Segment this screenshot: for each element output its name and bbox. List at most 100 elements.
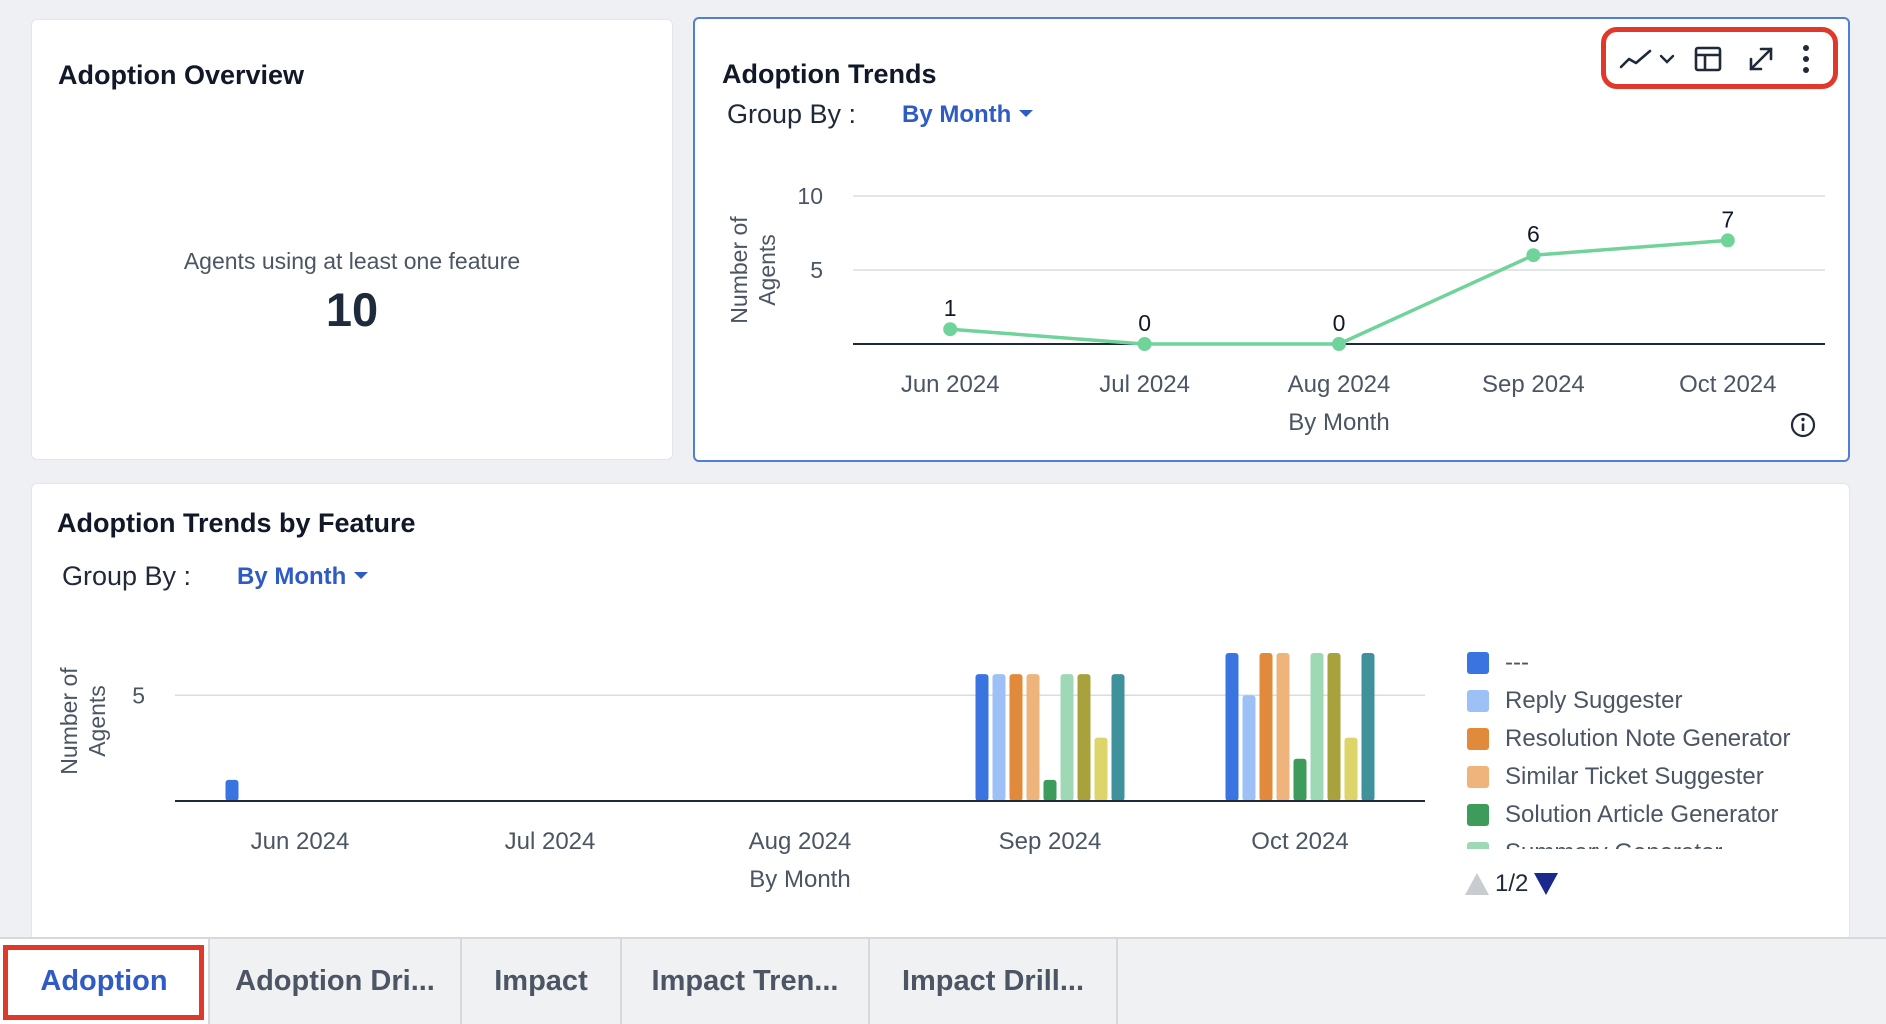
legend-swatch bbox=[1467, 842, 1489, 849]
y-axis-label: Number ofAgents bbox=[56, 667, 110, 775]
tab-impact-tren[interactable]: Impact Tren... bbox=[622, 939, 870, 1024]
adoption-trends-by-feature-bar-chart: 5 Number ofAgents Jun 2024 Jul 2024 Aug 2024… bbox=[56, 653, 1425, 893]
kebab-menu-icon[interactable] bbox=[1796, 42, 1816, 76]
bar[interactable] bbox=[992, 674, 1006, 801]
tab-label: Impact bbox=[494, 965, 588, 997]
data-label: 0 bbox=[1138, 310, 1151, 336]
legend-label: Summary Generator bbox=[1505, 839, 1722, 849]
x-tick-label: Oct 2024 bbox=[1679, 371, 1776, 398]
feature-group-by-value: By Month bbox=[237, 563, 347, 590]
expand-icon[interactable] bbox=[1744, 42, 1778, 76]
tab-adoption[interactable]: Adoption bbox=[0, 939, 210, 1024]
table-icon[interactable] bbox=[1692, 42, 1724, 76]
adoption-trends-title: Adoption Trends bbox=[722, 59, 937, 89]
bar[interactable] bbox=[1361, 653, 1375, 801]
legend-item[interactable]: Solution Article Generator bbox=[1467, 796, 1847, 834]
data-point[interactable] bbox=[943, 322, 958, 337]
x-axis-label: By Month bbox=[749, 866, 850, 893]
tab-label: Impact Drill... bbox=[901, 965, 1085, 997]
legend-item[interactable]: --- bbox=[1467, 644, 1847, 682]
tab-label: Adoption bbox=[40, 965, 168, 997]
bar[interactable] bbox=[1077, 674, 1091, 801]
tab-impact-drill[interactable]: Impact Drill... bbox=[870, 939, 1118, 1024]
bar[interactable] bbox=[1094, 737, 1108, 801]
adoption-overview-title: Adoption Overview bbox=[58, 60, 305, 90]
x-tick-label: Aug 2024 bbox=[749, 828, 852, 855]
x-tick-label: Jun 2024 bbox=[901, 371, 1000, 398]
adoption-overview-card: Adoption Overview Agents using at least … bbox=[31, 19, 673, 460]
info-icon[interactable] bbox=[1789, 411, 1817, 439]
report-tab-bar: Adoption Adoption Dri... Impact Impact Tren… bbox=[0, 937, 1886, 1024]
legend-item[interactable]: Resolution Note Generator bbox=[1467, 720, 1847, 758]
adoption-trends-by-feature-title: Adoption Trends by Feature bbox=[57, 508, 416, 538]
x-tick-label: Jun 2024 bbox=[251, 828, 350, 855]
x-tick-label: Oct 2024 bbox=[1251, 828, 1348, 855]
legend-next-icon[interactable] bbox=[1534, 873, 1559, 895]
x-tick-label: Sep 2024 bbox=[1482, 371, 1585, 398]
tab-label: Impact Tren... bbox=[651, 965, 839, 997]
chart-toolbar bbox=[1601, 27, 1838, 89]
legend-item[interactable]: Summary Generator bbox=[1467, 834, 1847, 849]
bar[interactable] bbox=[975, 674, 989, 801]
adoption-trends-line-chart: 5 10 Number ofAgents 1 Jun 2024 0 Jul 2024 0 Aug… bbox=[726, 183, 1825, 436]
bar[interactable] bbox=[1111, 674, 1125, 801]
y-axis-label: Number ofAgents bbox=[726, 216, 780, 324]
legend-prev-icon[interactable] bbox=[1465, 873, 1489, 895]
feature-group-by-label: Group By : bbox=[62, 561, 192, 591]
legend-label: Similar Ticket Suggester bbox=[1505, 763, 1764, 790]
bar[interactable] bbox=[1009, 674, 1023, 801]
x-tick-label: Aug 2024 bbox=[1288, 371, 1391, 398]
bar[interactable] bbox=[1344, 737, 1358, 801]
data-point[interactable] bbox=[1332, 337, 1346, 351]
bar[interactable] bbox=[1043, 779, 1057, 801]
group-by-label: Group By : bbox=[727, 99, 857, 129]
data-label: 1 bbox=[944, 295, 957, 321]
legend-label: --- bbox=[1505, 649, 1529, 676]
feature-group-by-dropdown[interactable]: By Month bbox=[237, 563, 369, 591]
legend-swatch bbox=[1467, 804, 1489, 826]
bar[interactable] bbox=[1225, 653, 1239, 801]
line-chart-icon[interactable] bbox=[1618, 42, 1654, 76]
bar[interactable] bbox=[1293, 758, 1307, 801]
data-point[interactable] bbox=[1720, 233, 1735, 248]
legend-swatch bbox=[1467, 652, 1489, 674]
feature-legend: --- Reply Suggester Resolution Note Genera… bbox=[1467, 644, 1847, 849]
adoption-trends-card: Adoption Trends Group By : By Month 5 10 N… bbox=[693, 17, 1850, 462]
bar[interactable] bbox=[1060, 674, 1074, 801]
tab-impact[interactable]: Impact bbox=[462, 939, 622, 1024]
legend-pager: 1/2 bbox=[1465, 870, 1559, 898]
bar[interactable] bbox=[1026, 674, 1040, 801]
kpi-value: 10 bbox=[325, 283, 379, 336]
legend-item[interactable]: Reply Suggester bbox=[1467, 682, 1847, 720]
legend-swatch bbox=[1467, 728, 1489, 750]
legend-swatch bbox=[1467, 690, 1489, 712]
data-point[interactable] bbox=[1137, 337, 1152, 351]
x-tick-label: Sep 2024 bbox=[999, 828, 1102, 855]
legend-page-label: 1/2 bbox=[1495, 870, 1529, 897]
data-point[interactable] bbox=[1526, 248, 1541, 263]
tab-adoption-dri[interactable]: Adoption Dri... bbox=[210, 939, 462, 1024]
caret-down-icon bbox=[354, 572, 369, 580]
y-tick-label: 10 bbox=[797, 183, 823, 209]
bar[interactable] bbox=[1259, 653, 1273, 801]
caret-down-icon bbox=[1019, 110, 1034, 118]
group-by-dropdown[interactable]: By Month bbox=[902, 101, 1034, 129]
x-tick-label: Jul 2024 bbox=[505, 828, 596, 855]
x-axis-label: By Month bbox=[1288, 409, 1389, 436]
legend-label: Resolution Note Generator bbox=[1505, 725, 1791, 752]
bar[interactable] bbox=[225, 779, 239, 801]
data-label: 6 bbox=[1527, 221, 1540, 247]
tab-label: Adoption Dri... bbox=[235, 965, 435, 997]
legend-swatch bbox=[1467, 766, 1489, 788]
bar[interactable] bbox=[1310, 653, 1324, 801]
group-by-value: By Month bbox=[902, 101, 1012, 128]
bar[interactable] bbox=[1327, 653, 1341, 801]
bar[interactable] bbox=[1276, 653, 1290, 801]
legend-item[interactable]: Similar Ticket Suggester bbox=[1467, 758, 1847, 796]
adoption-trends-by-feature-card: Adoption Trends by Feature Group By : By… bbox=[31, 483, 1850, 943]
legend-label: Solution Article Generator bbox=[1505, 801, 1779, 828]
y-tick-label: 5 bbox=[132, 682, 145, 708]
bar[interactable] bbox=[1242, 695, 1256, 801]
legend-label: Reply Suggester bbox=[1505, 687, 1683, 714]
chevron-down-icon[interactable] bbox=[1656, 42, 1678, 76]
